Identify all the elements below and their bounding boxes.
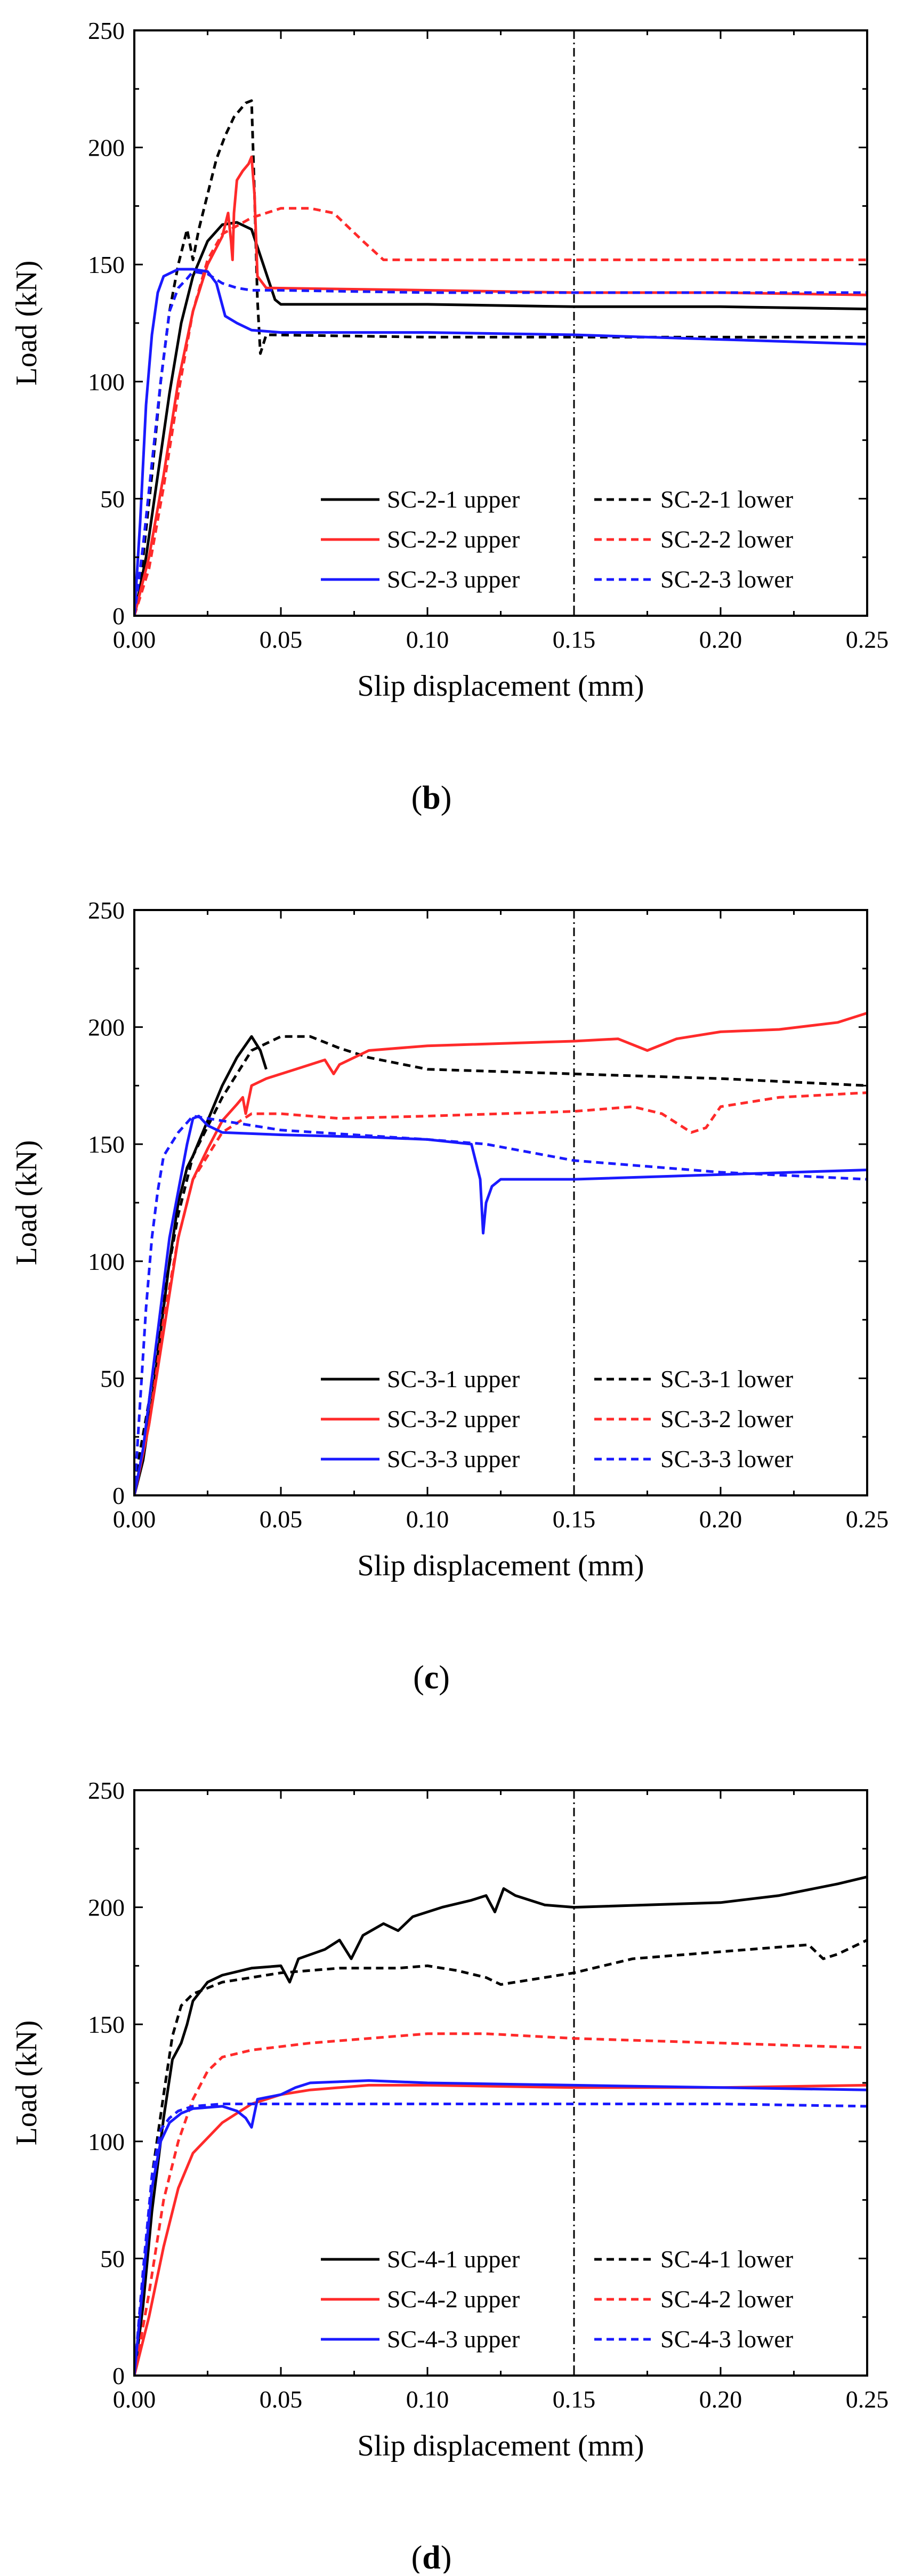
series-line-sc-4-1-upper bbox=[134, 1875, 867, 2376]
legend-label: SC-3-3 lower bbox=[660, 1445, 793, 1472]
panel-label: (c) bbox=[413, 1660, 450, 1696]
legend-label: SC-3-3 upper bbox=[387, 1445, 520, 1472]
legend-label: SC-2-1 upper bbox=[387, 486, 520, 513]
panel-label-close: ) bbox=[439, 1660, 450, 1696]
y-tick-label: 0 bbox=[112, 1482, 125, 1509]
legend-label: SC-4-1 lower bbox=[660, 2245, 793, 2273]
x-tick-label: 0.20 bbox=[699, 1506, 742, 1533]
series-line-sc-3-3-upper bbox=[134, 1115, 867, 1495]
panel-label-close: ) bbox=[441, 780, 452, 816]
series-line-sc-3-3-lower bbox=[134, 1115, 867, 1495]
legend-label: SC-3-1 upper bbox=[387, 1365, 520, 1392]
series-line-sc-2-1-upper bbox=[134, 221, 867, 616]
y-axis-label: Load (kN) bbox=[10, 2020, 43, 2146]
x-tick-label: 0.05 bbox=[260, 1506, 303, 1533]
y-axis-label: Load (kN) bbox=[10, 1140, 43, 1266]
chart-panel-c: 0.00 0.05 0.10 0.15 0.20 0.25 0 50 100 150 200 250 S… bbox=[10, 897, 888, 1696]
x-axis-label: Slip displacement (mm) bbox=[357, 670, 644, 703]
panel-label-letter: d bbox=[422, 2540, 440, 2573]
x-tick-label: 0.10 bbox=[406, 626, 449, 653]
x-tick-label: 0.20 bbox=[699, 2386, 742, 2413]
legend-label: SC-4-3 lower bbox=[660, 2325, 793, 2353]
legend-label: SC-2-3 upper bbox=[387, 566, 520, 593]
y-tick-label: 50 bbox=[100, 485, 125, 512]
legend-label: SC-3-2 lower bbox=[660, 1405, 793, 1432]
x-axis-label: Slip displacement (mm) bbox=[357, 2429, 644, 2462]
legend-label: SC-3-2 upper bbox=[387, 1405, 520, 1432]
y-tick-label: 100 bbox=[88, 368, 125, 396]
x-tick-label: 0.00 bbox=[113, 626, 156, 653]
y-tick-label: 100 bbox=[88, 1248, 125, 1275]
x-tick-label: 0.10 bbox=[406, 2386, 449, 2413]
series-line-sc-4-3-lower bbox=[134, 2103, 867, 2376]
legend-label: SC-4-3 upper bbox=[387, 2325, 520, 2353]
x-tick-label: 0.20 bbox=[699, 626, 742, 653]
legend-label: SC-4-2 upper bbox=[387, 2285, 520, 2313]
legend-label: SC-2-1 lower bbox=[660, 486, 793, 513]
y-tick-label: 50 bbox=[100, 2245, 125, 2272]
x-tick-label: 0.25 bbox=[846, 626, 889, 653]
series-line-sc-2-3-lower bbox=[134, 270, 867, 616]
y-tick-label: 200 bbox=[88, 1014, 125, 1041]
y-tick-label: 250 bbox=[88, 17, 125, 44]
y-tick-label: 200 bbox=[88, 1894, 125, 1921]
y-tick-label: 250 bbox=[88, 897, 125, 924]
x-tick-label: 0.10 bbox=[406, 1506, 449, 1533]
panel-label-open: ( bbox=[413, 1660, 424, 1696]
x-tick-label: 0.25 bbox=[846, 2386, 889, 2413]
panel-label: (b) bbox=[411, 780, 452, 816]
chart-panel-b: 0.00 0.05 0.10 0.15 0.20 0.25 0 50 100 150 200 250 S… bbox=[10, 17, 888, 816]
legend-label: SC-2-2 upper bbox=[387, 526, 520, 553]
panel-label-open: ( bbox=[411, 780, 423, 816]
y-tick-label: 150 bbox=[88, 251, 125, 278]
x-tick-label: 0.15 bbox=[553, 626, 596, 653]
series-line-sc-4-2-upper bbox=[134, 2083, 867, 2376]
panel-label-letter: b bbox=[422, 780, 440, 816]
y-tick-label: 0 bbox=[112, 2362, 125, 2389]
panel-label-close: ) bbox=[441, 2540, 452, 2573]
panel-label-letter: c bbox=[424, 1660, 439, 1696]
legend-label: SC-3-1 lower bbox=[660, 1365, 793, 1392]
x-tick-label: 0.00 bbox=[113, 2386, 156, 2413]
series-line-sc-3-2-upper bbox=[134, 1011, 867, 1495]
series-line-sc-2-3-upper bbox=[134, 268, 867, 616]
legend-label: SC-4-2 lower bbox=[660, 2285, 793, 2313]
series-line-sc-2-2-lower bbox=[134, 207, 867, 616]
series-line-sc-4-2-lower bbox=[134, 2032, 867, 2376]
series-group bbox=[134, 1011, 867, 1495]
panel-label: (d) bbox=[411, 2540, 452, 2573]
y-tick-label: 200 bbox=[88, 134, 125, 162]
y-tick-label: 0 bbox=[112, 602, 125, 630]
x-axis-label: Slip displacement (mm) bbox=[357, 1549, 644, 1582]
x-tick-label: 0.15 bbox=[553, 2386, 596, 2413]
x-tick-label: 0.05 bbox=[260, 626, 303, 653]
y-axis-label: Load (kN) bbox=[10, 261, 43, 386]
x-tick-label: 0.00 bbox=[113, 1506, 156, 1533]
panel-label-open: ( bbox=[411, 2540, 423, 2573]
y-tick-label: 50 bbox=[100, 1365, 125, 1392]
x-tick-label: 0.15 bbox=[553, 1506, 596, 1533]
legend-label: SC-2-3 lower bbox=[660, 566, 793, 593]
y-tick-label: 150 bbox=[88, 2011, 125, 2038]
legend-label: SC-2-2 lower bbox=[660, 526, 793, 553]
y-tick-label: 250 bbox=[88, 1777, 125, 1804]
series-group bbox=[134, 99, 867, 616]
x-tick-label: 0.05 bbox=[260, 2386, 303, 2413]
series-line-sc-3-2-lower bbox=[134, 1091, 867, 1495]
y-tick-label: 150 bbox=[88, 1131, 125, 1158]
legend-label: SC-4-1 upper bbox=[387, 2245, 520, 2273]
series-line-sc-4-3-upper bbox=[134, 2079, 867, 2376]
y-tick-label: 100 bbox=[88, 2128, 125, 2155]
series-line-sc-4-1-lower bbox=[134, 1938, 867, 2376]
series-group bbox=[134, 1875, 867, 2376]
x-tick-label: 0.25 bbox=[846, 1506, 889, 1533]
chart-panel-d: 0.00 0.05 0.10 0.15 0.20 0.25 0 50 100 150 200 250 S… bbox=[10, 1777, 889, 2576]
